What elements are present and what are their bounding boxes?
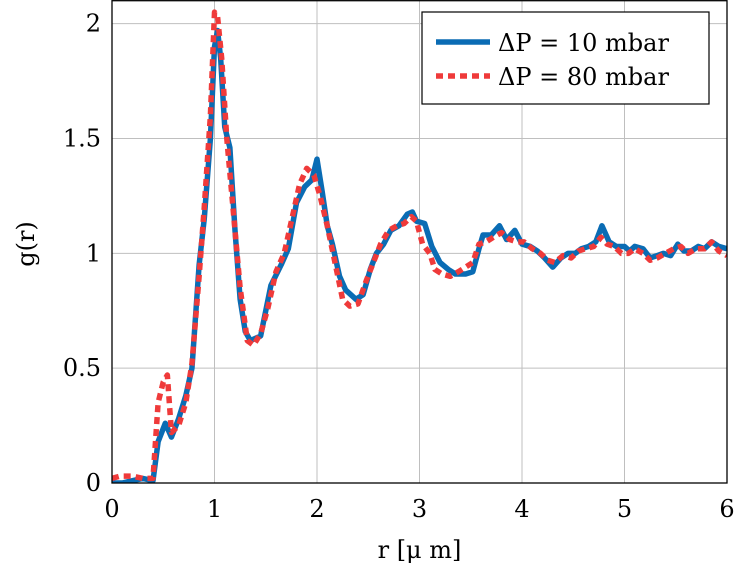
y-tick-label: 0 (86, 469, 101, 497)
series-layer (112, 9, 727, 483)
y-axis-label: g(r) (12, 221, 40, 267)
x-tick-label: 0 (104, 495, 119, 523)
y-tick-label: 2 (86, 10, 101, 38)
series-line-80-mbar (112, 9, 727, 482)
x-tick-label: 4 (514, 495, 529, 523)
y-tick-label: 0.5 (63, 354, 101, 382)
x-tick-label: 6 (719, 495, 734, 523)
y-tick-label: 1 (86, 239, 101, 267)
y-tick-labels: 0 0.5 1 1.5 2 (63, 10, 101, 497)
x-axis-label: r [μ m] (378, 536, 462, 564)
x-tick-label: 1 (207, 495, 222, 523)
x-tick-labels: 0 1 2 3 4 5 6 (104, 495, 734, 523)
legend: ΔP = 10 mbar ΔP = 80 mbar (421, 11, 710, 105)
y-tick-label: 1.5 (63, 125, 101, 153)
legend-label-80-mbar: ΔP = 80 mbar (498, 63, 669, 91)
legend-box (421, 11, 710, 105)
series-line-10-mbar (112, 27, 727, 483)
plot-frame (111, 0, 728, 484)
legend-label-10-mbar: ΔP = 10 mbar (498, 29, 669, 57)
x-tick-label: 5 (617, 495, 632, 523)
x-tick-label: 2 (309, 495, 324, 523)
x-tick-label: 3 (412, 495, 427, 523)
